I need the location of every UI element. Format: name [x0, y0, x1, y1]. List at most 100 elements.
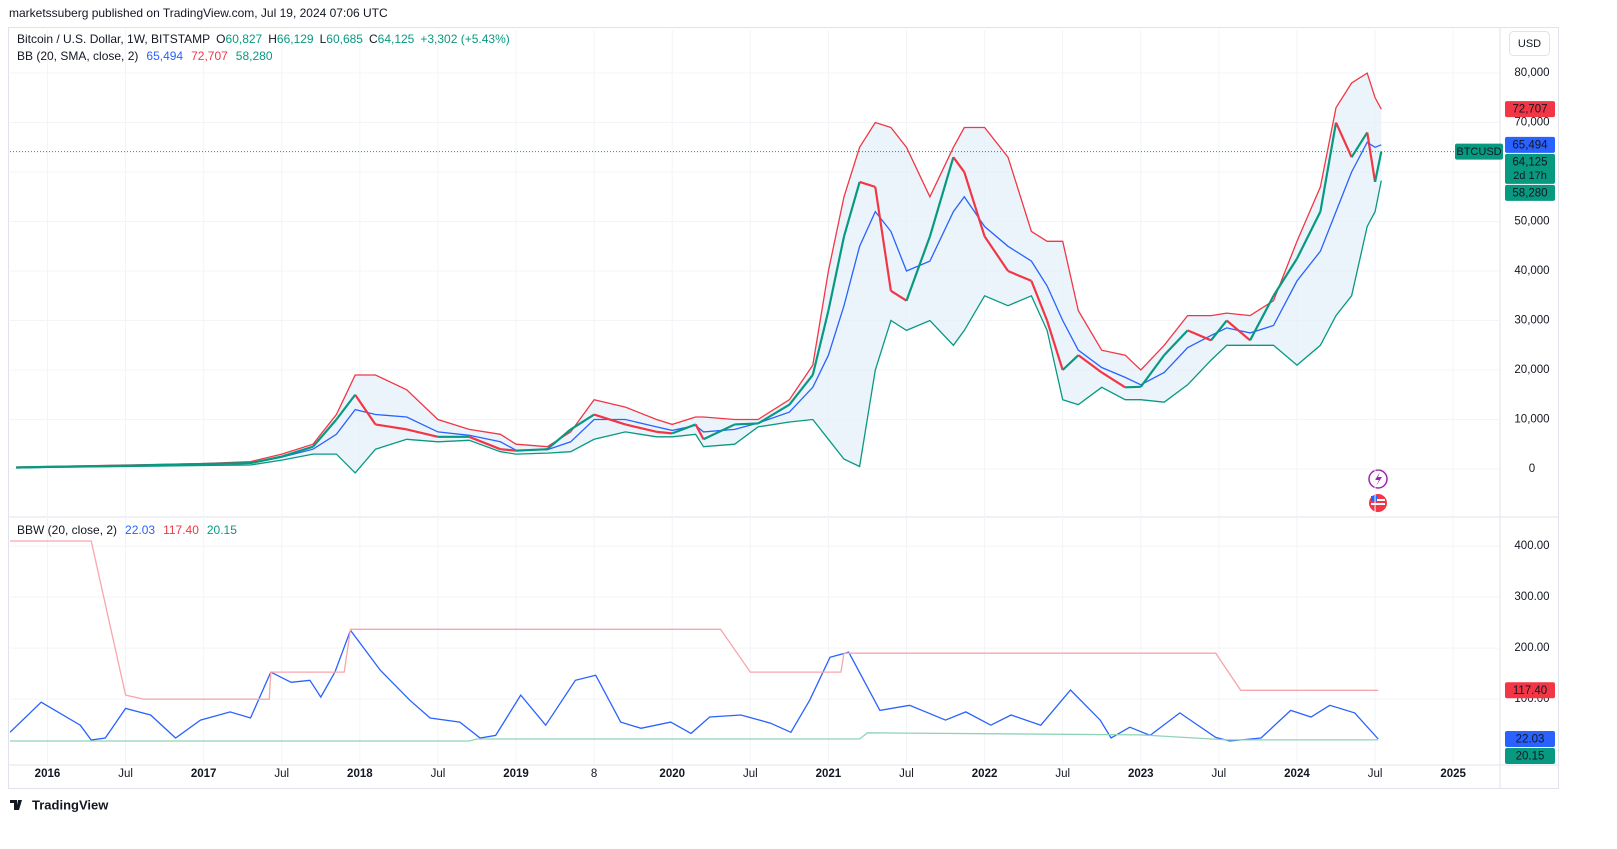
- price-segment: [1101, 371, 1126, 389]
- currency-button[interactable]: USD: [1509, 31, 1550, 56]
- change: +3,302 (+5.43%): [420, 32, 509, 46]
- price-segment: [656, 430, 673, 435]
- currency[interactable]: USD: [1518, 38, 1541, 50]
- price-segment: [335, 394, 357, 421]
- currency-box[interactable]: [1509, 31, 1550, 56]
- series-line: [10, 732, 1379, 742]
- price-segment: [694, 423, 705, 440]
- flag-canton: [1371, 496, 1377, 501]
- price-segment: [625, 423, 657, 433]
- ohlc-label: O: [216, 32, 225, 46]
- x-tick-label: Jul: [431, 768, 446, 780]
- y-tick-label: 40,000: [1514, 265, 1549, 277]
- price-segment: [16, 465, 48, 469]
- price-segment: [406, 428, 439, 438]
- plot-area: [10, 540, 1379, 742]
- series-line: [16, 72, 1382, 468]
- publisher: marketssuberg published on TradingView.c…: [9, 6, 388, 20]
- price-segment: [827, 236, 846, 311]
- ohlc-label: L: [320, 32, 327, 46]
- logo[interactable]: TradingView: [10, 797, 109, 812]
- price-segment: [952, 156, 966, 173]
- price-segment: [1295, 211, 1322, 260]
- price-segment: [1046, 320, 1064, 371]
- indicator-name: BB (20, SMA, close, 2): [17, 49, 138, 63]
- logo-text[interactable]: TradingView: [32, 797, 109, 812]
- y-tick-label: 20,000: [1514, 364, 1549, 376]
- price-segment: [1319, 122, 1338, 212]
- price-segment: [859, 180, 876, 188]
- ohlc-label: C: [369, 32, 378, 46]
- price-segment: [1061, 354, 1080, 371]
- y-tick-label: 400.00: [1514, 540, 1549, 552]
- price-segment: [963, 171, 986, 237]
- x-tick-label: Jul: [899, 768, 914, 780]
- series-line: [16, 180, 1382, 474]
- price-segment: [1225, 319, 1251, 342]
- x-tick-label: Jul: [743, 768, 758, 780]
- price-segment: [890, 289, 908, 302]
- price-segment: [1373, 151, 1383, 183]
- x-tick-label: 2016: [35, 768, 61, 780]
- x-tick-label: Jul: [1055, 768, 1070, 780]
- lightning-icon: [1375, 472, 1382, 486]
- price-tag-label: 58,280: [1512, 187, 1547, 199]
- price-segment: [125, 462, 204, 467]
- price-segment: [1272, 258, 1298, 297]
- x-tick-label: 2024: [1284, 768, 1310, 780]
- price-segment: [1187, 329, 1212, 342]
- price-tag-label: 22.03: [1516, 733, 1545, 745]
- price-segment: [375, 423, 407, 431]
- price-segment: [1077, 354, 1103, 374]
- price-segment: [1249, 295, 1275, 341]
- series-line: [10, 540, 1379, 700]
- price-segment: [1335, 122, 1353, 158]
- price-segment: [671, 423, 697, 435]
- price-segment: [47, 464, 126, 468]
- x-tick-label: Jul: [1212, 768, 1227, 780]
- indicator-name: BBW (20, close, 2): [17, 523, 117, 537]
- price-tag-label: 117.40: [1513, 685, 1547, 697]
- event-icons[interactable]: [1368, 469, 1388, 512]
- x-tick-label: Jul: [1368, 768, 1383, 780]
- price-segment: [928, 156, 955, 237]
- y-tick-label: 80,000: [1514, 67, 1549, 79]
- legend: BBW (20, close, 2) 22.03 117.40 20.15: [17, 523, 237, 537]
- price-segment: [1139, 354, 1166, 388]
- y-tick-label: 50,000: [1514, 216, 1549, 228]
- price-tag: [1505, 101, 1555, 118]
- ohlc-value: 60,827: [226, 32, 263, 46]
- price-segment: [546, 428, 572, 451]
- band-fill: [16, 73, 1382, 473]
- ohlc-value: 64,125: [378, 32, 415, 46]
- indicator-value: 20.15: [207, 523, 237, 537]
- indicator-value: 72,707: [191, 49, 228, 63]
- x-tick-label: 2021: [816, 768, 842, 780]
- flag-stripe: [1371, 499, 1385, 501]
- y-tick-label: 10,000: [1514, 414, 1549, 426]
- price-tag-label: 64,125: [1512, 156, 1547, 168]
- legend-title: Bitcoin / U.S. Dollar, 1W, BITSTAMP: [17, 32, 210, 46]
- price-tag-label: 65,494: [1512, 139, 1548, 151]
- price-segment: [1350, 131, 1369, 158]
- x-tick-label: 2019: [503, 768, 529, 780]
- series-line: [10, 628, 1379, 742]
- price-segment: [354, 394, 377, 426]
- price-segment: [281, 445, 314, 458]
- price-segment: [1210, 319, 1228, 341]
- price-tag-label: 20.15: [1516, 750, 1545, 762]
- price-tag: [1505, 153, 1555, 184]
- price-tag-label: 72,707: [1512, 104, 1547, 116]
- y-tick-label: 0: [1529, 463, 1535, 475]
- price-tag-note: 2d 17h: [1513, 170, 1547, 182]
- price-segment: [250, 455, 282, 465]
- price-segment: [734, 422, 759, 426]
- x-tick-label: Jul: [274, 768, 289, 780]
- price-segment: [757, 403, 790, 425]
- price-segment: [500, 448, 517, 452]
- price-tag: [1505, 184, 1555, 201]
- indicator-value: 58,280: [236, 49, 273, 63]
- price-segment: [468, 435, 501, 451]
- logo-mark[interactable]: [10, 800, 22, 810]
